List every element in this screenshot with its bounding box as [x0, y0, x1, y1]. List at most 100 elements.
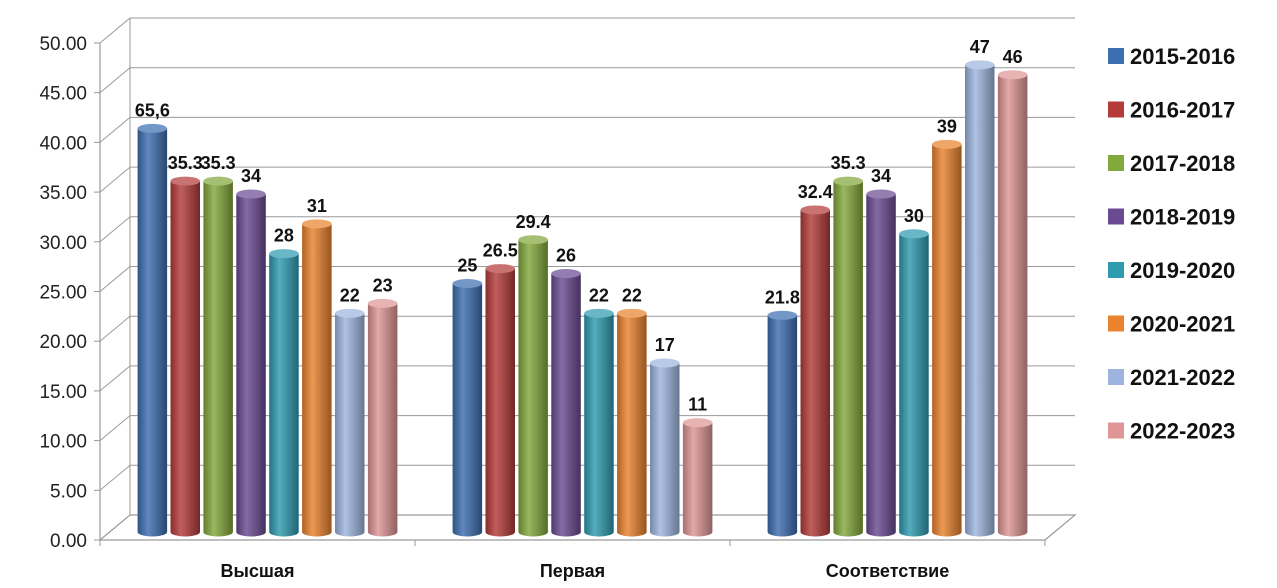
bar-body — [965, 64, 995, 537]
bar — [518, 235, 548, 537]
bar-body — [485, 268, 515, 537]
data-label: 35.3 — [168, 153, 203, 173]
x-category-label: Первая — [540, 561, 605, 581]
legend-item: 2020-2021 — [1108, 312, 1235, 337]
y-tick-label: 25.00 — [39, 283, 87, 304]
bar-top — [269, 249, 299, 259]
y-tick-label: 40.00 — [39, 133, 87, 154]
bar-top — [170, 176, 200, 186]
bar — [767, 310, 798, 537]
data-label: 30 — [904, 206, 924, 226]
bar-top — [367, 298, 398, 308]
bar-top — [866, 189, 896, 199]
bar-body — [269, 253, 299, 537]
bar-top — [833, 176, 863, 186]
gridline-depth — [99, 365, 131, 392]
legend-item: 2022-2023 — [1108, 419, 1235, 444]
bar — [269, 249, 299, 537]
legend-swatch — [1108, 155, 1124, 171]
legend-swatch — [1108, 101, 1124, 118]
legend-swatch — [1108, 369, 1124, 385]
bar-body — [932, 144, 962, 537]
bar-body — [899, 233, 929, 537]
bar — [800, 205, 830, 537]
bar — [866, 189, 896, 537]
legend-label: 2017-2018 — [1130, 151, 1235, 176]
gridline-depth — [99, 117, 131, 143]
data-label: 35.3 — [201, 153, 236, 173]
y-tick-label: 45.00 — [39, 84, 87, 105]
bar-body — [203, 181, 233, 537]
y-tick-label: 20.00 — [39, 332, 87, 353]
bar-body — [767, 315, 798, 537]
bar — [302, 219, 332, 537]
bar-body — [335, 313, 365, 537]
bar-body — [584, 313, 614, 537]
legend-item: 2016-2017 — [1108, 98, 1235, 123]
bar-body — [236, 194, 266, 537]
y-tick-label: 10.00 — [39, 432, 87, 453]
bar — [203, 176, 233, 537]
bar-top — [650, 358, 680, 368]
legend-item: 2018-2019 — [1108, 205, 1235, 230]
legend-item: 2021-2022 — [1108, 365, 1235, 390]
bar-top — [236, 189, 266, 199]
gridline-depth — [99, 17, 131, 44]
bar-top — [899, 229, 929, 239]
legend-swatch — [1108, 48, 1124, 64]
bar-top — [682, 418, 713, 428]
legend-item: 2019-2020 — [1108, 258, 1235, 283]
legend-label: 2019-2020 — [1130, 258, 1235, 283]
bar — [997, 70, 1028, 537]
legend-swatch — [1108, 315, 1124, 332]
data-label: 11 — [688, 395, 707, 415]
legend-label: 2018-2019 — [1130, 205, 1235, 230]
gridline-depth — [99, 464, 131, 491]
data-label: 23 — [373, 275, 393, 295]
bar-top — [137, 123, 168, 133]
bar-top — [584, 308, 614, 318]
x-category-label: Соответствие — [826, 561, 950, 581]
bar-top — [335, 308, 365, 318]
data-label: 65,6 — [135, 100, 170, 120]
gridline-depth — [99, 67, 131, 94]
bar-top — [767, 310, 798, 320]
data-label: 31 — [307, 196, 327, 216]
bar-top — [800, 205, 830, 215]
legend-swatch — [1108, 208, 1124, 225]
y-tick-label: 5.00 — [50, 481, 87, 502]
data-label: 35.3 — [831, 153, 866, 173]
bar-body — [170, 181, 200, 537]
bar-top — [965, 60, 995, 70]
bar-top — [518, 235, 548, 245]
bar — [452, 279, 483, 537]
legend-swatch — [1108, 262, 1124, 278]
legend-label: 2022-2023 — [1130, 419, 1235, 444]
bar — [236, 189, 266, 537]
gridline-depth — [99, 415, 131, 441]
bar-top — [485, 264, 515, 274]
gridline-depth — [99, 216, 131, 243]
bar — [137, 123, 168, 537]
bar — [551, 269, 581, 537]
bar — [833, 176, 863, 537]
legend: 2015-2016 2016-2017 2017-2018 2018-2019 2019… — [1108, 44, 1235, 444]
bar — [335, 308, 365, 537]
y-tick-label: 30.00 — [39, 233, 87, 254]
legend-label: 2021-2022 — [1130, 365, 1235, 390]
axis-layer: 0.00 5.00 10.00 15.00 20.00 25.00 30.00 35.00 40… — [39, 34, 1046, 581]
data-label: 22 — [340, 285, 360, 305]
data-label: 22 — [589, 285, 609, 305]
y-tick-label: 35.00 — [39, 183, 87, 204]
bar — [899, 229, 929, 537]
x-category-label: Высшая — [221, 561, 295, 581]
data-label: 29.4 — [516, 212, 551, 232]
y-tick-label: 50.00 — [39, 34, 87, 55]
gridline-depth — [99, 266, 131, 292]
data-label: 39 — [937, 116, 957, 136]
data-label: 21.8 — [765, 287, 800, 307]
bar-top — [203, 176, 233, 186]
data-label: 17 — [655, 335, 675, 355]
